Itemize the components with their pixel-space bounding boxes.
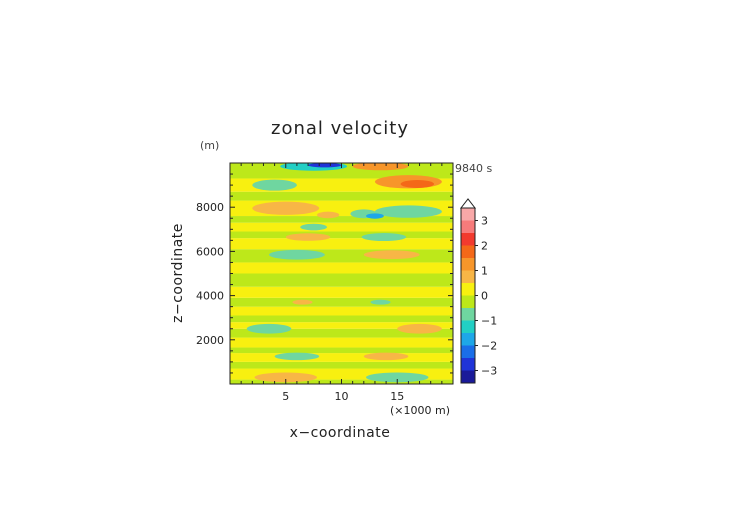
colorbar-level bbox=[461, 270, 475, 283]
field-anomaly bbox=[352, 163, 409, 171]
field-band bbox=[230, 286, 453, 298]
plot-area bbox=[230, 163, 453, 384]
colorbar-level bbox=[461, 358, 475, 371]
y-unit-label: (m) bbox=[200, 139, 219, 152]
field-anomaly bbox=[366, 372, 429, 383]
field-anomaly bbox=[246, 323, 292, 334]
colorbar-level bbox=[461, 283, 475, 296]
colorbar-tick-label: 2 bbox=[481, 240, 488, 253]
field-anomaly bbox=[374, 205, 442, 218]
field-band bbox=[230, 273, 453, 287]
time-label: 9840 s bbox=[455, 162, 492, 175]
field-band bbox=[230, 337, 453, 348]
colorbar-level bbox=[461, 345, 475, 358]
colorbar: 3 2 1 0 −1 −2 −3 bbox=[459, 198, 497, 384]
colorbar-tick-label: 0 bbox=[481, 290, 488, 303]
field-band bbox=[230, 322, 453, 329]
field-anomaly bbox=[397, 323, 442, 334]
field-band bbox=[230, 191, 453, 201]
field-anomaly bbox=[363, 352, 409, 361]
field-band bbox=[230, 231, 453, 239]
field-anomaly bbox=[252, 179, 297, 191]
field-band bbox=[230, 238, 453, 250]
x-tick-label: 10 bbox=[335, 390, 349, 403]
field-band bbox=[230, 262, 453, 274]
x-tick-label: 15 bbox=[390, 390, 404, 403]
field-anomaly bbox=[400, 180, 435, 188]
field-anomaly bbox=[252, 201, 320, 215]
y-tick-label: 2000 bbox=[196, 334, 224, 347]
field-band bbox=[230, 315, 453, 323]
colorbar-level bbox=[461, 370, 475, 383]
field-band bbox=[230, 353, 453, 362]
field-band bbox=[230, 347, 453, 354]
field-band bbox=[230, 222, 453, 232]
field-anomaly bbox=[363, 250, 420, 260]
field-band bbox=[230, 306, 453, 316]
field-band bbox=[230, 249, 453, 263]
field-band bbox=[230, 216, 453, 223]
colorbar-tick-label: 1 bbox=[481, 265, 488, 278]
field-band bbox=[230, 328, 453, 338]
field-anomaly bbox=[285, 233, 331, 241]
colorbar-level bbox=[461, 245, 475, 258]
field-anomaly bbox=[300, 223, 328, 231]
chart-title: zonal velocity bbox=[271, 118, 409, 139]
colorbar-tick-label: −1 bbox=[481, 315, 497, 328]
field-anomaly bbox=[274, 352, 320, 361]
field-anomaly bbox=[269, 249, 325, 260]
field-anomaly bbox=[292, 299, 313, 305]
field-anomaly bbox=[254, 372, 317, 383]
field-anomaly bbox=[316, 211, 340, 219]
colorbar-level bbox=[461, 220, 475, 233]
y-axis-label: z−coordinate bbox=[170, 223, 186, 323]
colorbar-tick-label: −3 bbox=[481, 365, 497, 378]
y-tick-label: 6000 bbox=[196, 245, 224, 258]
colorbar-level bbox=[461, 233, 475, 246]
colorbar-level bbox=[461, 320, 475, 333]
colorbar-level bbox=[461, 258, 475, 271]
field-anomaly bbox=[366, 213, 384, 219]
colorbar-tick-label: −2 bbox=[481, 340, 497, 353]
colorbar-tick-label: 3 bbox=[481, 215, 488, 228]
field-anomaly bbox=[308, 163, 342, 168]
field-band bbox=[230, 361, 453, 369]
colorbar-level bbox=[461, 295, 475, 308]
x-tick-label: 5 bbox=[282, 390, 289, 403]
colorbar-level bbox=[461, 308, 475, 321]
x-axis: 5 10 15 bbox=[240, 163, 443, 403]
y-axis: 2000 4000 6000 8000 bbox=[196, 173, 453, 374]
field-band bbox=[230, 297, 453, 307]
field-band bbox=[230, 368, 453, 380]
x-unit-label: (×1000 m) bbox=[390, 404, 450, 417]
field-anomaly bbox=[361, 233, 407, 242]
y-tick-label: 4000 bbox=[196, 290, 224, 303]
colorbar-level bbox=[461, 208, 475, 221]
colorbar-extend-arrow bbox=[459, 198, 477, 209]
field-anomaly bbox=[370, 299, 391, 305]
x-axis-label: x−coordinate bbox=[290, 425, 391, 441]
y-tick-label: 8000 bbox=[196, 201, 224, 214]
colorbar-level bbox=[461, 333, 475, 346]
